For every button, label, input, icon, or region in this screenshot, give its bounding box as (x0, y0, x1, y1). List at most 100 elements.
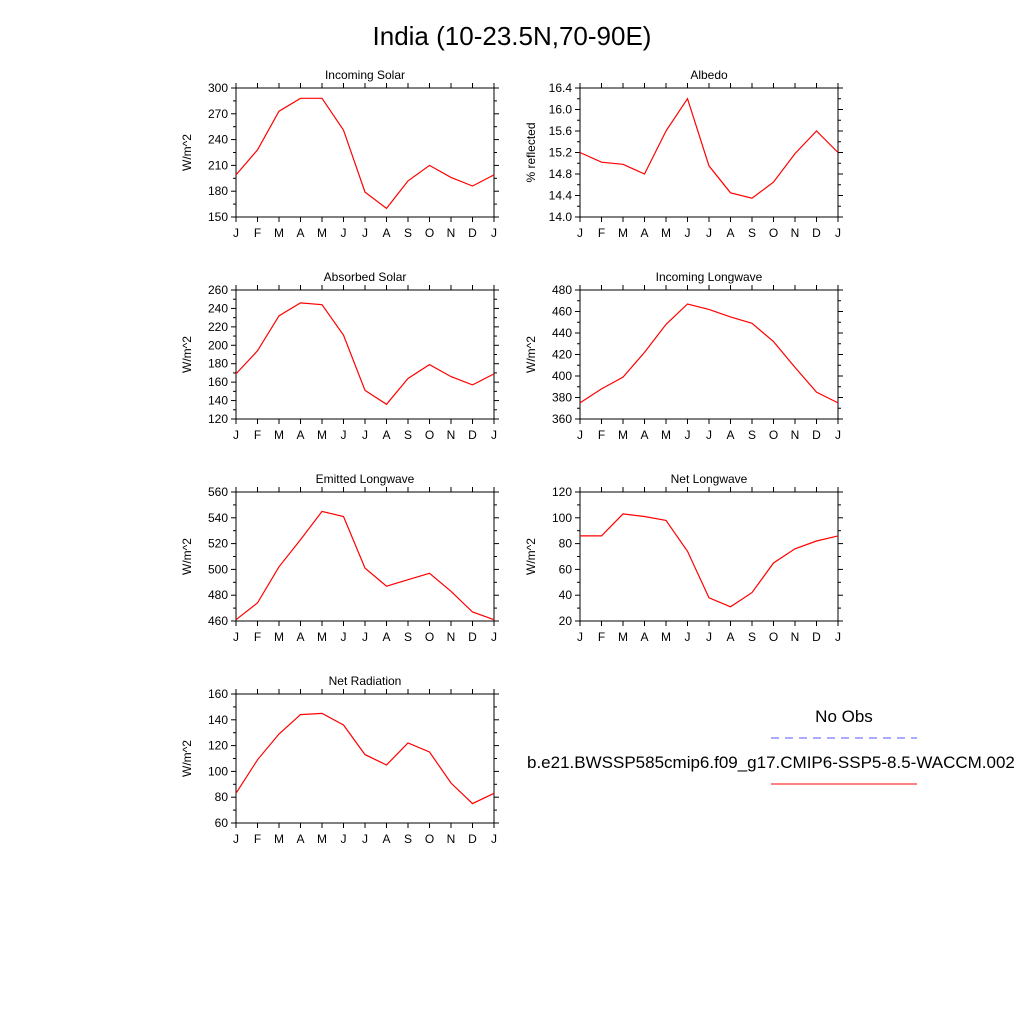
x-tick-label: J (341, 630, 347, 644)
y-tick-label: 40 (559, 588, 573, 602)
x-tick-label: F (254, 630, 261, 644)
x-tick-label: M (661, 428, 671, 442)
x-tick-label: J (577, 630, 583, 644)
x-tick-label: N (447, 226, 456, 240)
x-tick-label: O (769, 226, 778, 240)
y-tick-label: 14.8 (549, 167, 573, 181)
x-tick-label: S (404, 428, 412, 442)
y-tick-label: 210 (208, 158, 228, 172)
x-tick-label: A (382, 428, 390, 442)
x-tick-label: J (706, 630, 712, 644)
y-tick-label: 480 (208, 588, 228, 602)
x-tick-label: J (835, 630, 841, 644)
x-tick-label: D (468, 226, 477, 240)
x-tick-label: F (598, 226, 605, 240)
x-tick-label: J (491, 226, 497, 240)
x-tick-label: M (274, 428, 284, 442)
x-tick-label: M (317, 428, 327, 442)
y-tick-label: 180 (208, 184, 228, 198)
plot-frame (579, 87, 839, 218)
y-tick-label: 140 (208, 394, 228, 408)
x-tick-label: J (233, 428, 239, 442)
y-axis-label: W/m^2 (180, 336, 194, 373)
x-tick-label: J (835, 226, 841, 240)
x-tick-label: J (233, 832, 239, 846)
x-tick-label: F (598, 428, 605, 442)
y-tick-label: 180 (208, 357, 228, 371)
x-tick-label: J (362, 428, 368, 442)
x-tick-label: M (618, 630, 628, 644)
legend-obs-label: No Obs (815, 707, 873, 726)
x-tick-label: F (254, 226, 261, 240)
panel-incoming-longwave: Incoming Longwave 360 380 400 420 440 460 480 J F… (524, 270, 843, 442)
y-axis-label: % reflected (524, 122, 538, 182)
y-tick-label: 80 (559, 537, 573, 551)
panel-title: Emitted Longwave (316, 472, 415, 486)
x-tick-label: D (812, 428, 821, 442)
y-tick-label: 380 (552, 391, 572, 405)
x-tick-label: A (726, 226, 734, 240)
x-tick-label: J (341, 832, 347, 846)
series-line-0 (579, 97, 839, 199)
x-tick-label: J (233, 226, 239, 240)
x-tick-label: J (362, 630, 368, 644)
x-tick-label: M (274, 630, 284, 644)
y-tick-label: 15.2 (549, 146, 573, 160)
x-tick-label: M (661, 630, 671, 644)
x-tick-label: N (447, 832, 456, 846)
x-tick-label: J (341, 428, 347, 442)
y-tick-label: 360 (552, 412, 572, 426)
y-tick-label: 400 (552, 369, 572, 383)
y-tick-label: 240 (208, 133, 228, 147)
y-tick-label: 150 (208, 210, 228, 224)
plot-frame (235, 289, 495, 420)
y-tick-label: 480 (552, 283, 572, 297)
x-tick-label: M (618, 428, 628, 442)
series-line-0 (235, 712, 495, 805)
x-tick-label: S (404, 832, 412, 846)
y-tick-label: 120 (208, 412, 228, 426)
y-tick-label: 16.0 (549, 103, 573, 117)
x-tick-label: J (362, 832, 368, 846)
panel-title: Net Radiation (329, 674, 402, 688)
panel-title: Incoming Solar (325, 68, 405, 82)
y-tick-label: 460 (208, 614, 228, 628)
panel-title: Incoming Longwave (656, 270, 763, 284)
y-tick-label: 240 (208, 301, 228, 315)
x-tick-label: N (447, 630, 456, 644)
y-tick-label: 100 (208, 764, 228, 778)
x-tick-label: S (748, 428, 756, 442)
panel-title: Absorbed Solar (324, 270, 407, 284)
x-tick-label: A (640, 226, 648, 240)
x-tick-label: M (661, 226, 671, 240)
x-tick-label: D (812, 630, 821, 644)
series-line-0 (235, 97, 495, 210)
y-tick-label: 200 (208, 338, 228, 352)
y-axis-label: W/m^2 (180, 740, 194, 777)
x-tick-label: J (685, 428, 691, 442)
y-tick-label: 160 (208, 375, 228, 389)
x-tick-label: S (748, 226, 756, 240)
figure-title: India (10-23.5N,70-90E) (373, 21, 652, 51)
y-tick-label: 100 (552, 511, 572, 525)
y-tick-label: 220 (208, 320, 228, 334)
x-tick-label: F (598, 630, 605, 644)
x-tick-label: O (769, 428, 778, 442)
x-tick-label: A (296, 428, 304, 442)
y-tick-label: 460 (552, 305, 572, 319)
x-tick-label: J (577, 428, 583, 442)
x-tick-label: J (491, 630, 497, 644)
x-tick-label: F (254, 428, 261, 442)
x-tick-label: J (706, 428, 712, 442)
x-tick-label: S (748, 630, 756, 644)
x-tick-label: J (341, 226, 347, 240)
x-tick-label: A (382, 630, 390, 644)
y-tick-label: 260 (208, 283, 228, 297)
x-tick-label: J (233, 630, 239, 644)
